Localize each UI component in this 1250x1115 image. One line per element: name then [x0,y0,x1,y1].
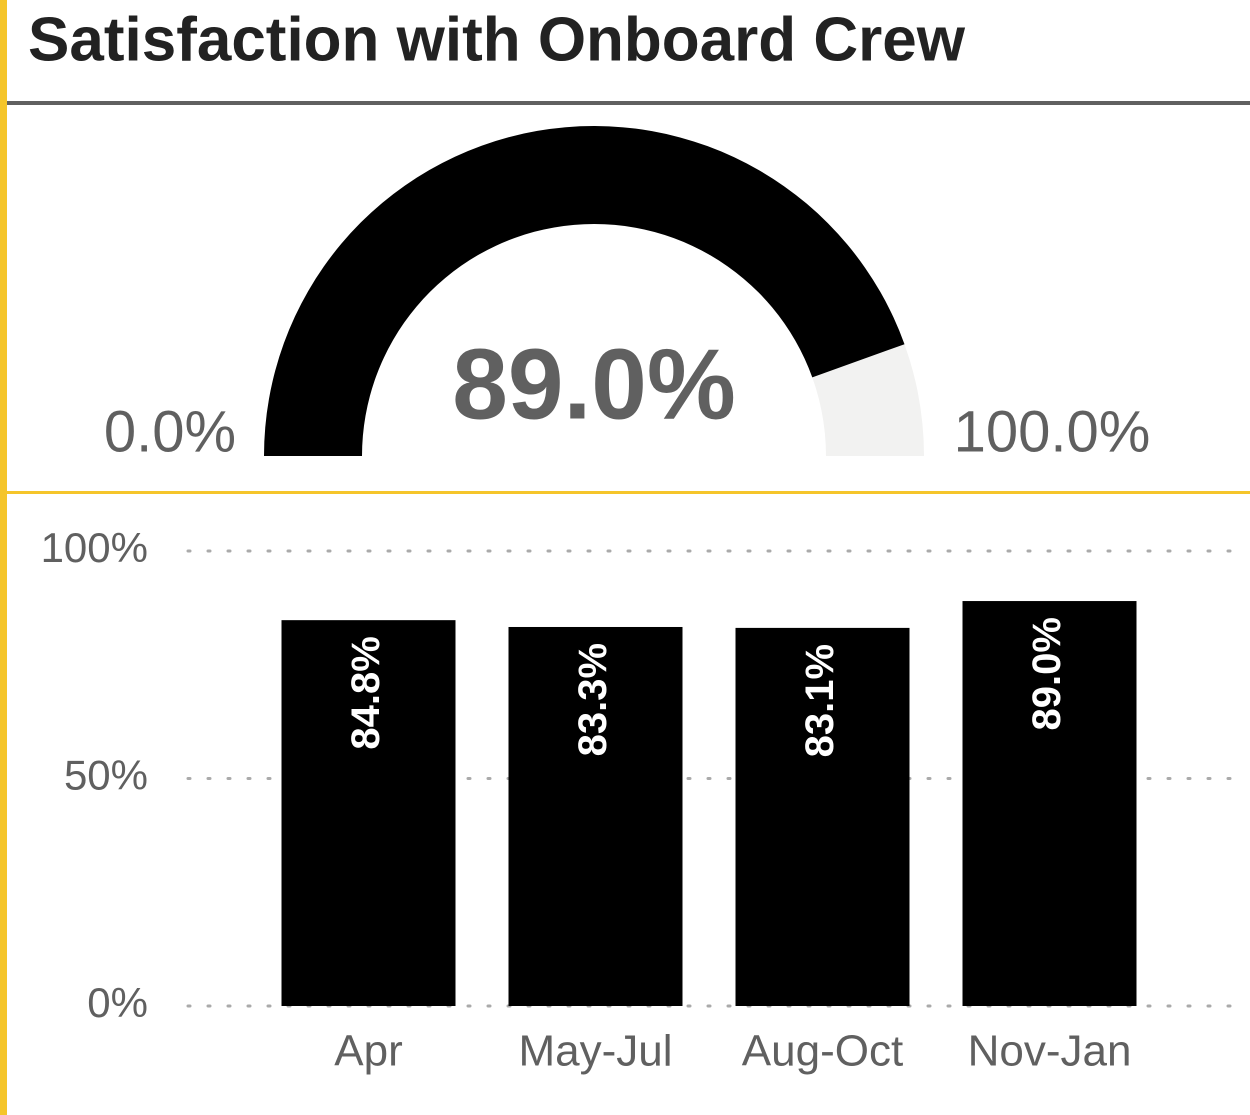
y-tick-label: 100% [41,524,148,571]
x-tick-label: May-Jul [518,1027,672,1076]
bar-value-label: 89.0% [1025,617,1069,730]
gauge-value-label: 89.0% [452,328,736,440]
bar-value-label: 84.8% [344,636,388,749]
gauge-min-label: 0.0% [104,399,236,464]
page-title: Satisfaction with Onboard Crew [28,5,966,74]
x-tick-label: Apr [334,1027,402,1076]
bar [508,626,683,1006]
x-tick-label: Nov-Jan [968,1027,1132,1076]
accent-bar [0,0,7,1115]
section-rule [7,491,1250,494]
bar-value-label: 83.1% [798,644,842,757]
bar-value-label: 83.3% [571,643,615,756]
bar [735,627,910,1006]
gauge-value-arc [264,125,905,456]
bar [962,601,1137,1006]
x-tick-label: Aug-Oct [742,1027,903,1076]
gauge-max-label: 100.0% [954,399,1151,464]
bar [281,620,456,1006]
title-rule [7,101,1250,105]
y-tick-label: 50% [64,752,148,799]
y-tick-label: 0% [87,979,148,1026]
